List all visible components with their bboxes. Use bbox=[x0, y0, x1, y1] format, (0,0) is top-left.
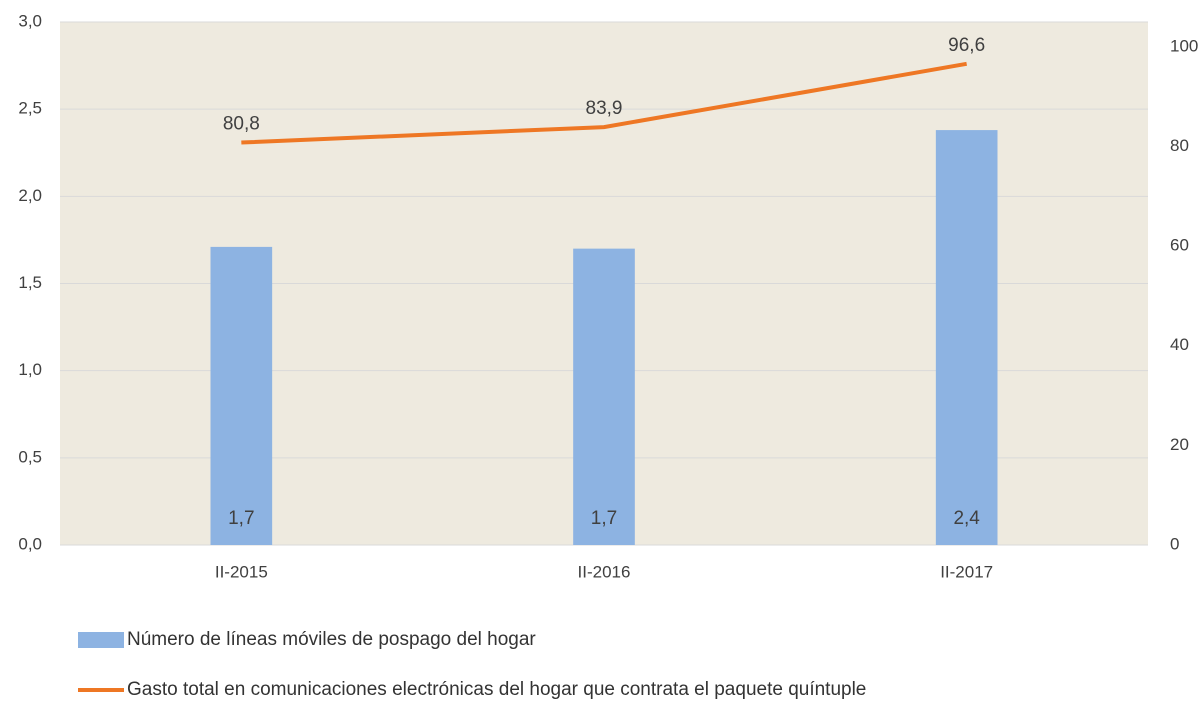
bar bbox=[935, 130, 998, 545]
y-tick-label: 1,0 bbox=[18, 360, 42, 379]
line-value-label: 96,6 bbox=[948, 35, 985, 56]
x-tick-label: II-2017 bbox=[940, 562, 993, 581]
x-tick-label: II-2015 bbox=[215, 562, 268, 581]
y2-tick-label: 40 bbox=[1170, 335, 1189, 354]
x-tick-label: II-2016 bbox=[578, 562, 631, 581]
y2-tick-label: 0 bbox=[1170, 534, 1179, 553]
y-tick-label: 3,0 bbox=[18, 11, 42, 30]
y2-tick-label: 100 bbox=[1170, 36, 1198, 55]
bar-value-label: 1,7 bbox=[228, 508, 254, 529]
y2-tick-label: 60 bbox=[1170, 236, 1189, 255]
y-tick-label: 0,0 bbox=[18, 534, 42, 553]
y-tick-label: 0,5 bbox=[18, 447, 42, 466]
legend-swatch bbox=[78, 632, 124, 648]
line-value-label: 83,9 bbox=[586, 98, 623, 119]
bar bbox=[573, 248, 635, 545]
legend-label: Gasto total en comunicaciones electrónic… bbox=[127, 679, 866, 700]
line-series bbox=[241, 61, 968, 145]
bar bbox=[210, 246, 273, 545]
bar-value-label: 1,7 bbox=[591, 508, 617, 529]
y2-tick-label: 20 bbox=[1170, 435, 1189, 454]
y-tick-label: 1,5 bbox=[18, 273, 42, 292]
y-tick-label: 2,0 bbox=[18, 186, 42, 205]
legend-label: Número de líneas móviles de pospago del … bbox=[127, 629, 536, 650]
y2-tick-label: 80 bbox=[1170, 136, 1189, 155]
line-value-label: 80,8 bbox=[223, 114, 260, 135]
y-tick-label: 2,5 bbox=[18, 99, 42, 118]
bar-value-label: 2,4 bbox=[953, 508, 980, 529]
